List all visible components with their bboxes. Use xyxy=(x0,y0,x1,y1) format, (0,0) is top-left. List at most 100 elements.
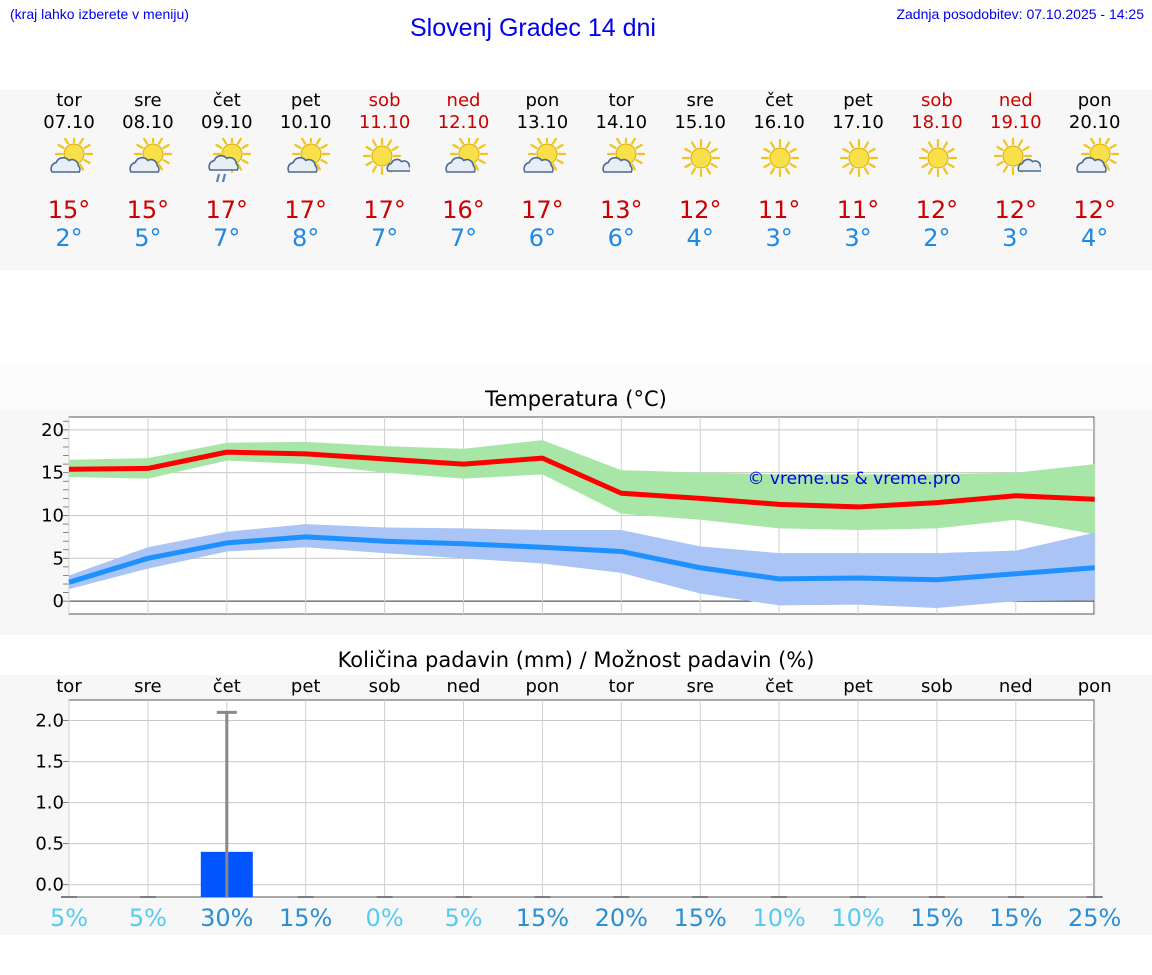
day-name: tor xyxy=(56,90,82,111)
precip-day-label: tor xyxy=(56,676,82,697)
precipitation-probability: 15% xyxy=(673,904,727,932)
day-name: pet xyxy=(843,90,873,111)
forecast-day: sob 11.10 17° 7° xyxy=(345,90,425,252)
y-tick-label: 10 xyxy=(41,506,64,527)
sun-icon xyxy=(660,134,740,196)
max-temperature: 17° xyxy=(363,196,406,224)
max-temperature: 17° xyxy=(284,196,327,224)
day-name: ned xyxy=(998,90,1033,111)
precipitation-probability: 5% xyxy=(444,904,483,932)
precip-day-label: sob xyxy=(920,676,953,697)
forecast-day: ned 12.10 16° 7° xyxy=(424,90,504,252)
sun-cloud-icon xyxy=(581,134,661,196)
forecast-day: tor 07.10 15° 2° xyxy=(29,90,109,252)
day-name: ned xyxy=(446,90,481,111)
precip-day-label: pet xyxy=(290,676,321,697)
max-temperature-band xyxy=(69,440,1095,535)
page-title: Slovenj Gradec 14 dni xyxy=(410,14,656,42)
min-temperature: 7° xyxy=(213,224,241,252)
daily-forecast-panel xyxy=(0,90,1152,270)
day-name: tor xyxy=(608,90,635,111)
day-date: 11.10 xyxy=(358,112,411,133)
forecast-day: pet 17.10 11° 3° xyxy=(818,90,898,252)
forecast-day: pet 10.10 17° 8° xyxy=(266,90,346,252)
max-temperature: 16° xyxy=(442,196,485,224)
precip-day-label: pon xyxy=(1077,676,1112,697)
forecast-day: čet 16.10 11° 3° xyxy=(739,90,819,252)
precipitation-probability: 15% xyxy=(910,904,964,932)
day-date: 08.10 xyxy=(122,112,174,133)
precipitation-probability: 15% xyxy=(279,904,333,932)
sun-cloud-icon xyxy=(266,134,346,196)
y-tick-label: 15 xyxy=(41,463,64,484)
day-date: 15.10 xyxy=(674,112,726,133)
y-tick-label: 20 xyxy=(41,420,64,441)
precip-day-label: sob xyxy=(368,676,401,697)
precip-day-label: pet xyxy=(843,676,873,697)
forecast-day: ned 19.10 12° 3° xyxy=(976,90,1056,252)
min-temperature: 5° xyxy=(134,224,162,252)
forecast-day: tor 14.10 13° 6° xyxy=(581,90,661,252)
day-date: 19.10 xyxy=(990,112,1042,133)
max-temperature: 17° xyxy=(205,196,249,224)
min-temperature-band xyxy=(69,524,1095,609)
precipitation-probability: 10% xyxy=(752,904,806,932)
day-name: sre xyxy=(134,90,162,111)
precipitation-probability: 10% xyxy=(831,904,885,932)
temperature-chart: 0 5 10 15 20 © vreme.us & vreme.pro xyxy=(41,416,1096,615)
forecast-day: sre 15.10 12° 4° xyxy=(660,90,740,252)
min-temperature: 4° xyxy=(686,224,714,252)
precip-day-label: pon xyxy=(525,676,560,697)
min-temperature: 7° xyxy=(449,224,478,252)
max-temperature: 11° xyxy=(836,196,880,224)
temperature-title-strip xyxy=(0,365,1152,409)
min-temperature: 8° xyxy=(292,224,320,252)
precipitation-chart-title: Količina padavin (mm) / Možnost padavin … xyxy=(337,648,815,672)
y-tick-label: 0.0 xyxy=(35,875,64,896)
forecast-day: pon 13.10 17° 6° xyxy=(502,90,582,252)
day-name: sre xyxy=(686,90,714,111)
precipitation-probability: 5% xyxy=(49,904,89,932)
location-hint[interactable]: (kraj lahko izberete v meniju) xyxy=(10,6,189,22)
min-temperature: 7° xyxy=(370,224,399,252)
day-date: 20.10 xyxy=(1068,112,1121,133)
min-temperature: 3° xyxy=(765,224,793,252)
y-tick-label: 1.5 xyxy=(35,752,64,773)
y-tick-label: 5 xyxy=(53,548,64,569)
day-date: 18.10 xyxy=(911,112,963,133)
y-tick-label: 0 xyxy=(53,591,64,612)
max-temperature: 15° xyxy=(126,196,170,224)
sun-small-cloud-icon xyxy=(976,134,1056,196)
y-tick-label: 0.5 xyxy=(35,834,64,855)
forecast-day: sob 18.10 12° 2° xyxy=(897,90,977,252)
max-temperature: 12° xyxy=(994,196,1038,224)
day-date: 09.10 xyxy=(201,112,253,133)
day-date: 14.10 xyxy=(595,112,648,133)
sun-icon xyxy=(739,134,819,196)
precipitation-probability: 0% xyxy=(365,904,404,932)
sun-cloud-icon xyxy=(1055,134,1135,196)
forecast-day: čet 09.10 17° 7° xyxy=(187,90,267,252)
sun-icon xyxy=(818,134,898,196)
min-temperature: 4° xyxy=(1081,224,1109,252)
day-date: 16.10 xyxy=(753,112,805,133)
last-updated: Zadnja posodobitev: 07.10.2025 - 14:25 xyxy=(896,6,1144,22)
day-name: pon xyxy=(1077,90,1112,111)
precip-day-label: tor xyxy=(608,676,635,697)
y-tick-label: 2.0 xyxy=(35,711,64,732)
max-temperature: 12° xyxy=(915,196,959,224)
day-date: 13.10 xyxy=(516,112,569,133)
precipitation-probability: 15% xyxy=(515,904,570,932)
day-name: čet xyxy=(765,90,794,111)
precipitation-probability: 25% xyxy=(1068,904,1122,932)
day-date: 07.10 xyxy=(43,112,95,133)
max-temperature: 13° xyxy=(600,196,643,224)
precip-day-label: sre xyxy=(686,676,714,697)
precip-day-label: čet xyxy=(765,676,794,697)
sun-small-cloud-icon xyxy=(345,134,425,196)
max-temperature-line xyxy=(68,449,1095,510)
precipitation-probability: 30% xyxy=(200,904,254,932)
precipitation-chart: 0.0 0.5 1.0 1.5 2.0 xyxy=(35,699,1103,898)
precip-day-label: čet xyxy=(212,676,241,697)
sun-cloud-icon xyxy=(424,134,504,196)
